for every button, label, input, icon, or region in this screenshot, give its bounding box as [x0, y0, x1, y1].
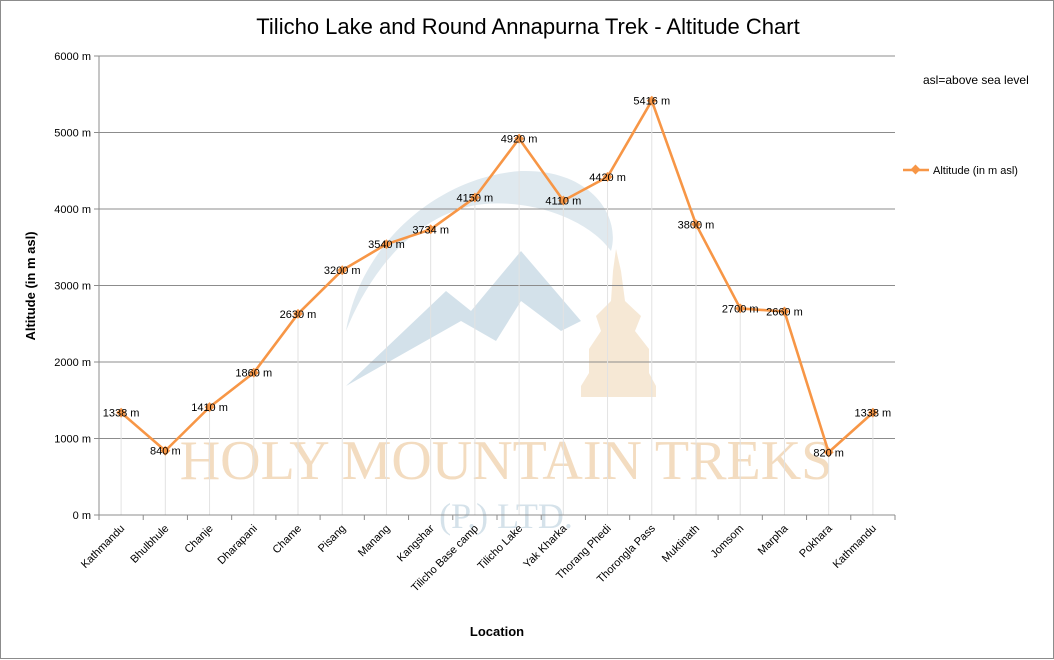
data-point [160, 445, 171, 456]
x-tick-label: Kathmandu [79, 523, 127, 571]
y-tick-label: 6000 m [54, 51, 91, 63]
data-point [381, 239, 392, 250]
watermark-line1: HOLY MOUNTAIN TREKS [180, 430, 833, 492]
x-tick-label: Pokhara [797, 522, 835, 560]
data-label: 1860 m [235, 368, 272, 380]
data-point [293, 308, 303, 319]
chart-title: Tilicho Lake and Round Annapurna Trek - … [256, 14, 799, 39]
x-tick-label: Muktinath [660, 523, 702, 565]
y-tick-label: 5000 m [54, 128, 91, 140]
axes [98, 56, 896, 520]
data-label: 2630 m [280, 309, 317, 321]
data-label: 1338 m [855, 408, 892, 420]
asl-note: asl=above sea level [923, 73, 1029, 87]
data-label: 3734 m [412, 224, 449, 236]
data-point [248, 367, 259, 378]
data-point [691, 219, 701, 230]
x-tick-label: Pisang [316, 523, 348, 555]
data-point [558, 195, 569, 206]
series-line [120, 99, 874, 454]
data-label: 4110 m [545, 196, 581, 208]
x-tick-label: Bhulbhule [128, 523, 171, 566]
data-label: 840 m [150, 446, 181, 458]
legend: Altitude (in m asl) [903, 164, 1018, 177]
x-tick-label: Manang [356, 523, 393, 560]
data-label: 3540 m [368, 239, 405, 251]
y-tick-label: 4000 m [54, 204, 91, 216]
x-tick-label: Chanje [183, 523, 216, 556]
data-points [116, 95, 878, 458]
data-point [779, 306, 790, 317]
watermark-line2: (P.) LTD. [439, 496, 573, 536]
x-tick-labels: Kathmandu Bhulbhule Chanje Dharapani Chame Pi… [79, 522, 879, 594]
data-label: 5416 m [633, 96, 670, 108]
y-tick-label: 0 m [73, 510, 91, 522]
legend-label: Altitude (in m asl) [933, 165, 1018, 177]
y-tick-labels: 0 m 1000 m 2000 m 3000 m 4000 m 5000 m 6000 m [54, 51, 91, 522]
data-point [337, 265, 348, 276]
legend-marker [910, 164, 921, 175]
data-point [204, 402, 215, 413]
watermark-stupa [581, 249, 656, 397]
data-point [735, 303, 746, 314]
drop-lines [120, 100, 874, 515]
x-tick-label: Kangshar [395, 522, 437, 564]
data-label: 1338 m [103, 408, 140, 420]
x-tick-label: Dharapani [216, 523, 260, 567]
data-point [602, 171, 613, 182]
data-label: 2700 m [722, 303, 759, 315]
x-tick-label: Jomsom [708, 523, 746, 561]
watermark-arc [346, 170, 613, 331]
y-tick-label: 1000 m [54, 434, 91, 446]
data-label: 3200 m [324, 265, 361, 277]
x-tick-label: Marpha [756, 522, 791, 557]
gridlines [94, 55, 895, 516]
data-label: 820 m [813, 447, 844, 459]
data-label: 3800 m [678, 219, 715, 231]
x-tick-label: Chame [271, 523, 305, 557]
data-point [469, 192, 480, 203]
y-tick-label: 3000 m [54, 281, 91, 293]
data-label: 4920 m [501, 134, 538, 146]
data-label: 4420 m [589, 172, 626, 184]
data-point [823, 447, 834, 458]
data-labels: 1338 m 840 m 1410 m 1860 m 2630 m 3200 m 3540 … [103, 96, 891, 460]
data-label: 1410 m [191, 402, 228, 414]
watermark-logo: HOLY MOUNTAIN TREKS (P.) LTD. [180, 170, 833, 536]
data-point [646, 95, 657, 106]
y-tick-label: 2000 m [54, 357, 91, 369]
x-tick-label: Kathmandu [831, 523, 879, 571]
y-axis-title: Altitude (in m asl) [23, 231, 38, 340]
series-altitude [120, 99, 874, 454]
data-point [514, 133, 525, 144]
data-label: 2660 m [766, 307, 803, 319]
data-point [867, 407, 878, 418]
data-point [425, 224, 436, 235]
data-label: 4150 m [457, 193, 494, 205]
x-axis-title: Location [470, 624, 524, 639]
watermark-mountain [346, 251, 581, 386]
